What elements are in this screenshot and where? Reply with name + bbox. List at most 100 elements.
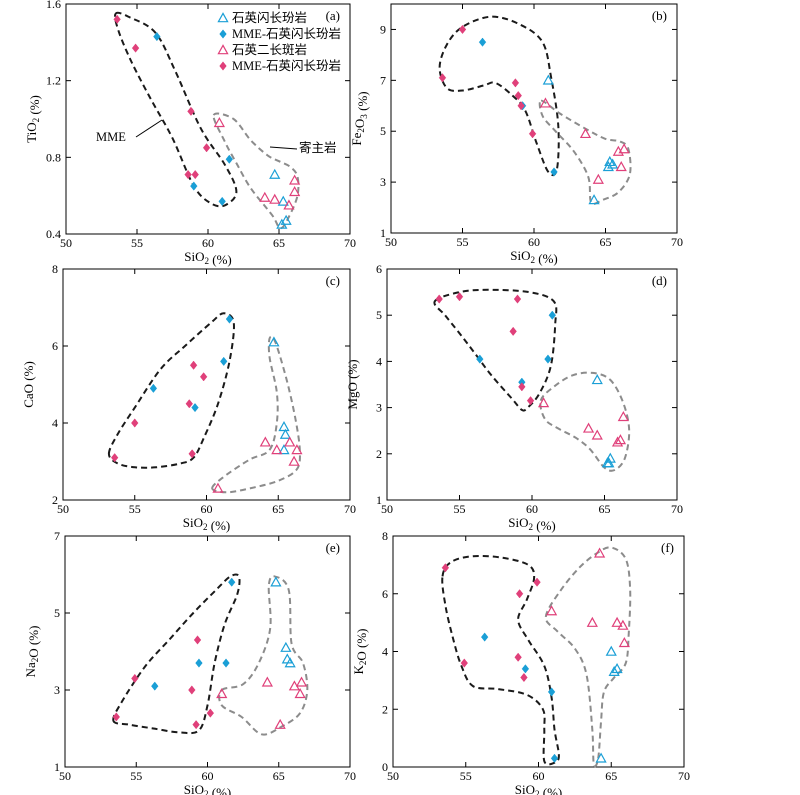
x-tick-label: 70	[678, 769, 690, 783]
point-diamond-series-4	[112, 712, 120, 722]
x-tick-label: 50	[381, 502, 393, 516]
point-triangle-series-3	[579, 127, 592, 139]
point-triangle-series-1	[278, 421, 290, 432]
point-triangle-series-1	[278, 444, 290, 455]
mme-field-outline	[107, 312, 235, 469]
point-triangle-series-3	[259, 436, 271, 447]
host-field-outline	[544, 546, 632, 768]
point-triangle-series-3	[611, 436, 624, 447]
point-diamond-series-4	[185, 399, 193, 409]
x-tick-label: 50	[60, 236, 72, 250]
point-diamond-series-4	[110, 453, 119, 463]
point-diamond-series-2	[149, 383, 158, 393]
point-diamond-series-4	[514, 90, 522, 101]
y-tick-label: 1	[376, 493, 382, 507]
panel-letter: (c)	[326, 273, 340, 288]
point-triangle-series-3	[618, 637, 630, 648]
panel-f: 50 55 60 65 70 0 2 4 6 8 SiO2 (%) K2O (%) (f)	[351, 529, 690, 795]
panel-letter: (e)	[326, 540, 340, 555]
point-triangle-series-1	[280, 214, 292, 225]
point-triangle-series-3	[288, 455, 300, 466]
point-triangle-series-1	[591, 374, 603, 385]
point-triangle-series-3	[216, 688, 228, 699]
point-diamond-series-4	[438, 73, 447, 83]
x-tick-label: 60	[528, 235, 540, 249]
point-diamond-series-4	[518, 382, 526, 392]
point-triangle-series-3	[586, 616, 598, 627]
point-triangle-series-3	[294, 688, 306, 699]
mme-field-outline	[112, 573, 241, 735]
point-diamond-series-2	[480, 632, 489, 642]
point-triangle-series-3	[591, 429, 603, 440]
point-diamond-series-2	[222, 658, 230, 668]
mme-annotation: MME	[96, 130, 126, 144]
point-triangle-series-1	[284, 657, 296, 668]
point-triangle-series-1	[603, 457, 615, 468]
x-tick-label: 55	[457, 235, 469, 249]
x-axis-label: SiO2 (%)	[510, 248, 558, 266]
point-diamond-series-2	[218, 196, 226, 207]
point-triangle-series-3	[271, 444, 283, 455]
point-diamond-series-4	[189, 360, 198, 370]
point-diamond-series-4	[515, 589, 524, 599]
panel-b: 50 55 60 65 70 1 3 5 7 9 SiO2 (%) Fe2O3 (%) (b)	[349, 3, 683, 266]
x-axis-label: SiO2 (%)	[184, 782, 232, 795]
point-triangle-series-1	[595, 752, 607, 763]
point-triangle-series-3	[283, 199, 295, 210]
x-tick-label: 60	[526, 502, 538, 516]
point-triangle-series-3	[618, 143, 630, 154]
point-diamond-series-2	[220, 356, 228, 367]
panel-letter: (a)	[326, 8, 340, 23]
point-triangle-series-1	[270, 576, 282, 587]
x-tick-label: 50	[387, 769, 399, 783]
y-axis-label: CaO (%)	[21, 361, 36, 408]
point-diamond-series-2	[153, 31, 161, 42]
point-triangle-series-1	[605, 645, 617, 656]
y-tick-label: 4	[376, 354, 382, 368]
y-tick-label: 3	[380, 175, 386, 189]
point-diamond-series-2	[225, 154, 233, 164]
point-triangle-series-3	[295, 676, 308, 687]
y-tick-label: 8	[382, 529, 388, 543]
y-tick-label: 7	[54, 529, 60, 543]
host-field-outline	[211, 335, 301, 494]
point-triangle-series-1	[268, 336, 280, 347]
point-triangle-series-1	[602, 161, 614, 172]
x-axis-label: SiO2 (%)	[515, 782, 563, 795]
point-diamond-series-4	[184, 169, 192, 180]
point-diamond-series-4	[514, 652, 522, 662]
x-tick-label: 60	[533, 769, 545, 783]
point-triangle-series-1	[611, 662, 623, 674]
x-tick-label: 70	[344, 502, 356, 516]
mme-field-outline	[441, 554, 560, 766]
y-tick-label: 0.4	[46, 227, 61, 241]
legend-diamond-icon	[219, 61, 227, 71]
point-diamond-series-2	[548, 310, 556, 320]
host-field-outline	[538, 99, 632, 205]
point-diamond-series-4	[202, 143, 211, 153]
x-tick-label: 70	[344, 769, 356, 783]
y-tick-label: 7	[380, 73, 386, 87]
point-triangle-series-3	[582, 422, 595, 433]
point-diamond-series-4	[131, 418, 139, 428]
x-tick-label: 50	[59, 769, 71, 783]
point-diamond-series-4	[509, 326, 517, 336]
x-tick-label: 65	[605, 769, 617, 783]
point-triangle-series-3	[617, 411, 629, 422]
y-tick-label: 1	[54, 760, 60, 774]
panel-a: 50 55 60 65 70 0.4 0.8 1.2 1.6 SiO2 (%) TiO2 (%) (a…	[24, 0, 356, 267]
point-diamond-series-2	[195, 658, 203, 668]
point-diamond-series-2	[225, 314, 234, 324]
legend-entry: 石英闪长玢岩	[232, 10, 307, 25]
y-tick-label: 9	[380, 22, 386, 36]
point-diamond-series-2	[544, 354, 552, 364]
point-diamond-series-2	[547, 687, 556, 697]
point-diamond-series-4	[193, 635, 202, 645]
panel-d: 50 55 60 65 70 1 2 3 4 5 6 SiO2 (%) MgO (%) (d)	[345, 262, 683, 533]
x-axis-label: SiO2 (%)	[183, 515, 231, 533]
x-tick-label: 70	[671, 502, 683, 516]
panel-e: 50 55 60 65 70 1 3 5 7 SiO2 (%) Na2O (%) (e)	[23, 529, 356, 795]
x-tick-label: 60	[202, 236, 214, 250]
y-tick-label: 0.8	[46, 150, 61, 164]
point-diamond-series-2	[521, 664, 530, 674]
